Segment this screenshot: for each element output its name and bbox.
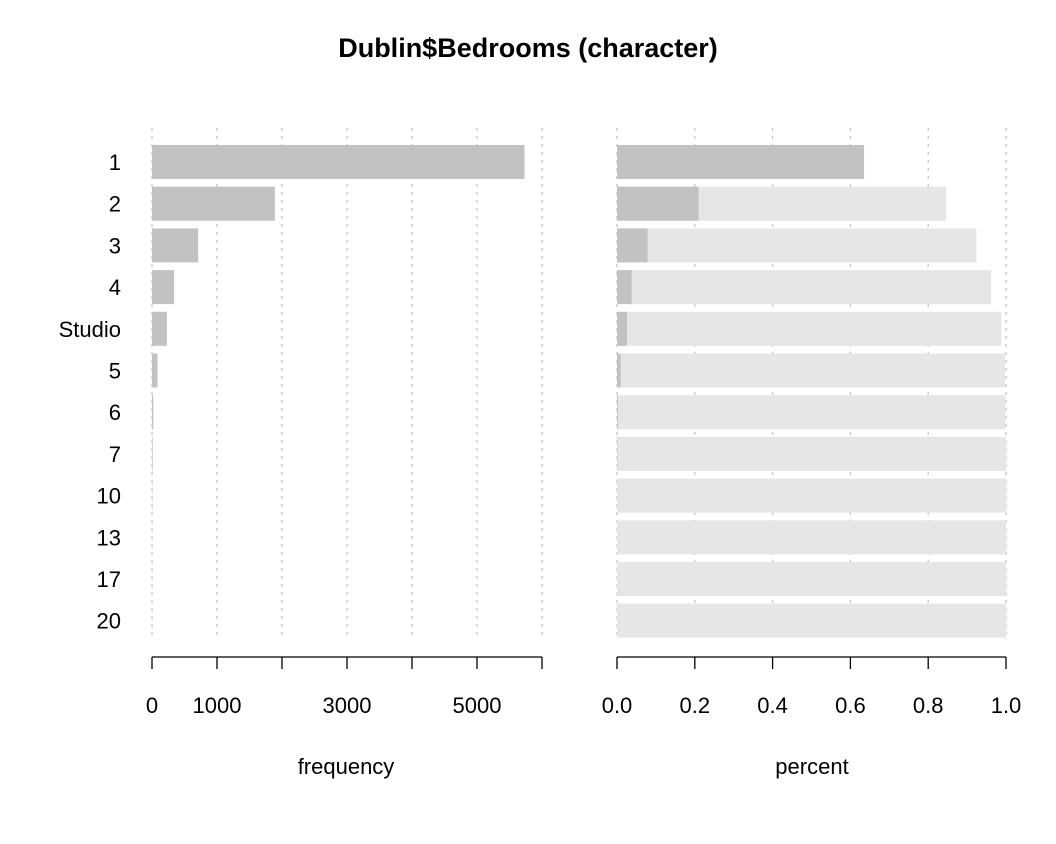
percent-bar-1: [617, 145, 865, 179]
frequency-bar-6: [152, 395, 154, 430]
category-label-2: 2: [109, 192, 121, 217]
cumulative-bar-studio: [617, 311, 1002, 346]
cumulative-bar-7: [617, 436, 1006, 471]
cumulative-bar-20: [617, 603, 1006, 638]
chart-title: Dublin$Bedrooms (character): [338, 33, 718, 63]
category-label-1: 1: [109, 150, 121, 175]
percent-bar-2: [617, 186, 699, 221]
cumulative-bar-4: [617, 270, 992, 305]
category-label-20: 20: [97, 609, 121, 634]
frequency-bar-1: [152, 145, 525, 179]
frequency-tick-label: 3000: [323, 693, 372, 718]
percent-tick-label: 0.8: [913, 693, 944, 718]
category-label-6: 6: [109, 400, 121, 425]
frequency-bar-7: [152, 436, 153, 471]
frequency-bar-studio: [152, 311, 167, 346]
frequency-tick-label: 1000: [193, 693, 242, 718]
percent-bar-6: [617, 395, 618, 430]
category-label-5: 5: [109, 359, 121, 384]
category-label-3: 3: [109, 233, 121, 258]
category-label-10: 10: [97, 484, 121, 509]
frequency-bar-4: [152, 270, 175, 305]
percent-bar-3: [617, 228, 648, 263]
percent-tick-label: 0.6: [835, 693, 866, 718]
frequency-panel: 0 1000 3000 5000: [146, 128, 543, 718]
frequency-tick-label: 0: [146, 693, 158, 718]
category-labels: 1 2 3 4 Studio 5 6 7 10 13 17 20: [59, 150, 121, 634]
percent-panel: 0.0 0.2 0.4 0.6 0.8 1.0: [602, 128, 1022, 718]
cumulative-bar-6: [617, 395, 1006, 430]
percent-tick-label: 0.0: [602, 693, 633, 718]
cumulative-bar-5: [617, 353, 1005, 388]
cumulative-bar-17: [617, 562, 1006, 596]
frequency-bar-3: [152, 228, 199, 263]
percent-bar-4: [617, 270, 632, 305]
percent-bar-studio: [617, 311, 627, 346]
percent-tick-label: 0.4: [757, 693, 788, 718]
frequency-axis-label: frequency: [298, 754, 395, 779]
percent-tick-label: 1.0: [991, 693, 1022, 718]
category-label-7: 7: [109, 442, 121, 467]
category-label-13: 13: [97, 525, 121, 550]
category-label-17: 17: [97, 567, 121, 592]
category-label-4: 4: [109, 275, 121, 300]
percent-bar-5: [617, 353, 621, 388]
frequency-tick-label: 5000: [453, 693, 502, 718]
percent-tick-label: 0.2: [680, 693, 711, 718]
cumulative-bar-13: [617, 520, 1006, 555]
category-label-studio: Studio: [59, 317, 121, 342]
cumulative-bar-10: [617, 478, 1006, 513]
frequency-bar-5: [152, 353, 158, 388]
frequency-bar-2: [152, 186, 275, 221]
cumulative-bar-3: [617, 228, 977, 263]
percent-axis-label: percent: [775, 754, 848, 779]
